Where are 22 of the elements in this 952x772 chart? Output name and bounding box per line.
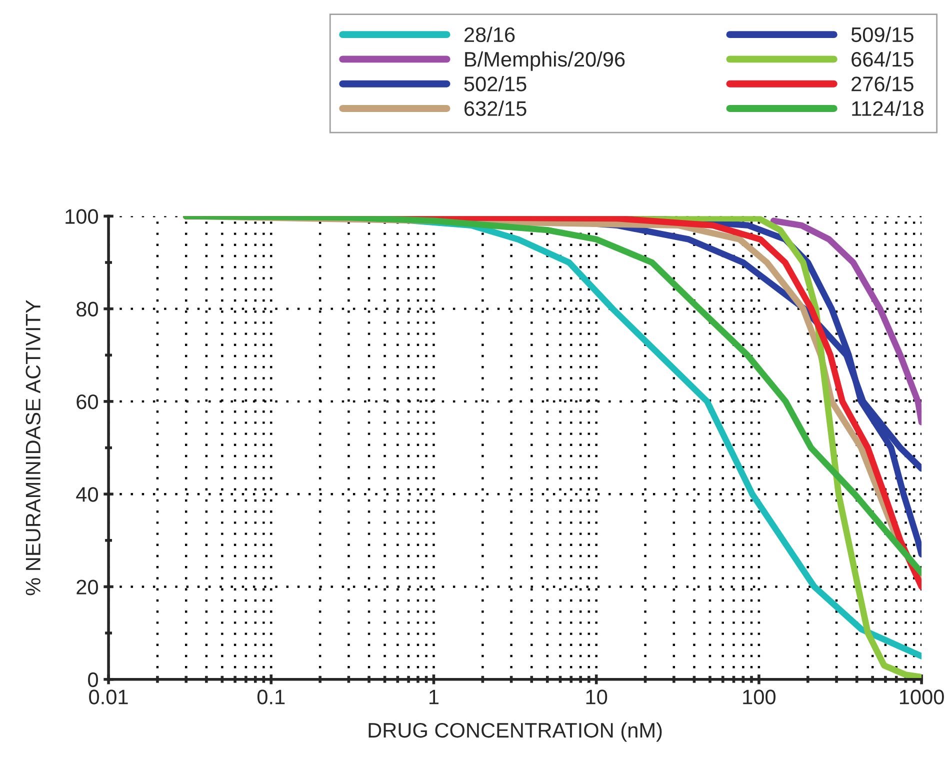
y-tick-label: 20 xyxy=(76,580,98,594)
x-tick-label: 100 xyxy=(743,690,776,704)
legend-label: 28/16 xyxy=(464,26,515,42)
legend-label: 632/15 xyxy=(464,100,526,116)
y-tick-label: 60 xyxy=(76,394,98,410)
y-tick-label: 80 xyxy=(76,302,98,317)
legend-label: 276/15 xyxy=(852,76,914,92)
y-tick-label: 0 xyxy=(88,672,98,688)
legend-label: 509/15 xyxy=(851,26,914,42)
legend-label: 502/15 xyxy=(464,76,526,92)
legend-label: B/Memphis/20/96 xyxy=(465,51,625,71)
y-axis-title: % NEURAMINIDASE ACTIVITY xyxy=(26,300,40,596)
x-tick-label: 1000 xyxy=(900,690,944,704)
x-tick-label: 10 xyxy=(586,690,608,704)
x-tick-label: 0.01 xyxy=(89,690,128,704)
legend-label: 1124/18 xyxy=(852,100,924,116)
x-tick-label: 0.1 xyxy=(257,690,285,704)
legend-label: 664/15 xyxy=(852,51,914,67)
x-axis-title: DRUG CONCENTRATION (nM) xyxy=(368,722,662,742)
y-tick-label: 40 xyxy=(76,487,98,502)
x-tick-label: 1 xyxy=(430,690,439,704)
y-tick-label: 100 xyxy=(66,209,98,224)
